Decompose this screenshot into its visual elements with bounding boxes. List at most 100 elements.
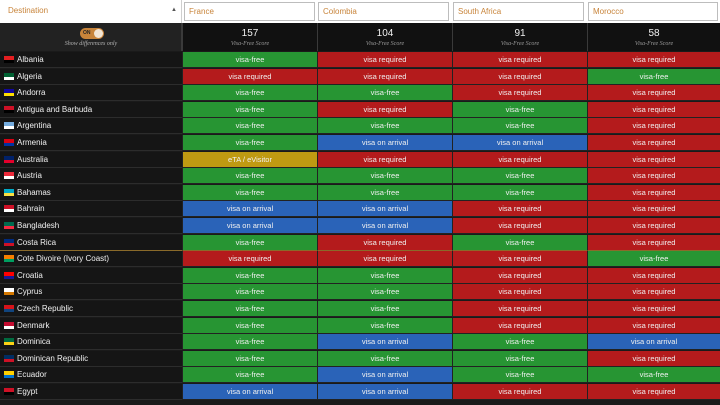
visa-status-cell: visa required — [587, 350, 720, 367]
table-row[interactable]: Dominica visa-free visa on arrival visa-fre… — [0, 334, 720, 351]
country-name: Dominica — [17, 337, 51, 347]
country-name: Ecuador — [17, 370, 47, 380]
caret-up-icon[interactable]: ▲ — [171, 7, 177, 13]
table-row[interactable]: Egypt visa on arrival visa on arrival visa … — [0, 384, 720, 400]
visa-status-cell: visa-free — [452, 118, 587, 135]
country-name: Bangladesh — [17, 221, 60, 230]
table-row[interactable]: Bahamas visa-free visa-free visa-free visa r… — [0, 184, 720, 201]
visa-status-cell: visa required — [317, 68, 452, 85]
country-input-2[interactable] — [318, 2, 449, 21]
country-name: Egypt — [17, 387, 38, 396]
flag-icon — [4, 139, 14, 146]
visa-status-cell: visa required — [587, 184, 720, 201]
table-row[interactable]: Czech Republic visa-free visa-free visa req… — [0, 301, 720, 317]
destination-cell: Albania — [0, 52, 182, 68]
country-input-4[interactable] — [588, 2, 718, 21]
visa-status-cell: visa required — [452, 68, 587, 85]
visa-status-cell: visa-free — [317, 118, 452, 135]
country-input-3[interactable] — [453, 2, 584, 21]
table-row[interactable]: Argentina visa-free visa-free visa-free visa… — [0, 118, 720, 135]
table-row[interactable]: Antigua and Barbuda visa-free visa require… — [0, 101, 720, 118]
visa-status-cell: visa required — [587, 301, 720, 317]
destination-column-header[interactable]: Destination ▲ — [0, 0, 182, 23]
table-row[interactable]: Dominican Republic visa-free visa-free visa… — [0, 350, 720, 367]
score-value: 91 — [514, 28, 526, 39]
table-row[interactable]: Armenia visa-free visa on arrival visa on a… — [0, 135, 720, 151]
flag-icon — [4, 205, 14, 213]
destination-cell: Cyprus — [0, 284, 182, 301]
flag-icon — [4, 354, 14, 362]
visa-status-cell: visa on arrival — [317, 384, 452, 400]
visa-status-cell: visa-free — [452, 101, 587, 118]
table-row[interactable]: Bahrain visa on arrival visa on arrival vis… — [0, 201, 720, 218]
destination-cell: Andorra — [0, 85, 182, 102]
visa-status-cell: visa required — [452, 151, 587, 168]
score-value: 104 — [376, 28, 394, 39]
country-name: Australia — [17, 154, 49, 164]
destination-label: Destination — [8, 6, 49, 15]
country-name: Croatia — [17, 270, 43, 280]
destination-cell: Algeria — [0, 68, 182, 85]
visa-status-cell: visa-free — [317, 317, 452, 334]
visa-status-cell: visa required — [452, 218, 587, 234]
destination-cell: Costa Rica — [0, 234, 182, 251]
visa-status-cell: visa required — [587, 85, 720, 102]
table-row[interactable]: Cote Divoire (Ivory Coast) visa required v… — [0, 251, 720, 268]
visa-status-cell: visa required — [587, 284, 720, 301]
table-row[interactable]: Ecuador visa-free visa on arrival visa-free… — [0, 367, 720, 384]
destination-cell: Egypt — [0, 384, 182, 400]
visa-status-cell: visa on arrival — [182, 201, 317, 218]
differences-toggle[interactable]: ON — [80, 28, 104, 39]
table-row[interactable]: Bangladesh visa on arrival visa on arrival… — [0, 218, 720, 234]
table-row[interactable]: Australia eTA / eVisitor visa required visa… — [0, 151, 720, 168]
flag-icon — [4, 288, 14, 296]
destination-cell: Armenia — [0, 135, 182, 151]
destination-cell: Bangladesh — [0, 218, 182, 234]
visa-status-cell: visa required — [452, 251, 587, 268]
visa-status-cell: visa-free — [587, 68, 720, 85]
score-value: 157 — [241, 28, 259, 39]
flag-icon — [4, 89, 14, 97]
table-row[interactable]: Andorra visa-free visa-free visa required vi… — [0, 85, 720, 102]
visa-status-cell: visa-free — [587, 251, 720, 268]
table-row[interactable]: Albania visa-free visa required visa requir… — [0, 52, 720, 68]
visa-status-cell: visa required — [182, 68, 317, 85]
visa-status-cell: visa-free — [182, 101, 317, 118]
table-row[interactable]: Austria visa-free visa-free visa-free visa r… — [0, 168, 720, 185]
country-input-1[interactable] — [184, 2, 315, 21]
visa-status-cell: visa-free — [182, 135, 317, 151]
visa-status-cell: visa-free — [182, 168, 317, 185]
visa-status-cell: visa-free — [182, 317, 317, 334]
country-name: Albania — [17, 55, 44, 64]
visa-status-cell: visa-free — [452, 234, 587, 251]
visa-status-cell: visa-free — [452, 350, 587, 367]
visa-status-cell: visa required — [452, 317, 587, 334]
table-row[interactable]: Costa Rica visa-free visa required visa-fre… — [0, 234, 720, 251]
flag-icon — [4, 238, 14, 246]
visa-status-cell: visa on arrival — [317, 135, 452, 151]
visa-status-cell: visa required — [452, 52, 587, 68]
score-caption: Visa-Free Score — [230, 41, 270, 47]
table-row[interactable]: Denmark visa-free visa-free visa required vi… — [0, 317, 720, 334]
table-row[interactable]: Croatia visa-free visa-free visa required vi… — [0, 267, 720, 284]
visa-status-cell: visa required — [587, 101, 720, 118]
flag-icon — [4, 338, 14, 346]
flag-icon — [4, 321, 14, 329]
flag-icon — [4, 105, 14, 113]
visa-status-cell: visa on arrival — [452, 135, 587, 151]
visa-status-cell: visa required — [317, 101, 452, 118]
table-row[interactable]: Cyprus visa-free visa-free visa required vis… — [0, 284, 720, 301]
destination-cell: Austria — [0, 168, 182, 185]
visa-status-cell: visa-free — [317, 301, 452, 317]
score-caption: Visa-Free Score — [500, 41, 540, 47]
differences-toggle-cell: ON Show differences only — [0, 23, 182, 51]
score-cell-3: 91 Visa-Free Score — [452, 23, 587, 51]
visa-status-cell: visa required — [452, 201, 587, 218]
destination-cell: Croatia — [0, 267, 182, 284]
visa-status-cell: visa on arrival — [317, 334, 452, 351]
country-name: Algeria — [17, 71, 42, 81]
visa-status-cell: visa-free — [182, 267, 317, 284]
table-row[interactable]: Algeria visa required visa required visa re… — [0, 68, 720, 85]
visa-status-cell: visa required — [452, 301, 587, 317]
flag-icon — [4, 255, 14, 263]
